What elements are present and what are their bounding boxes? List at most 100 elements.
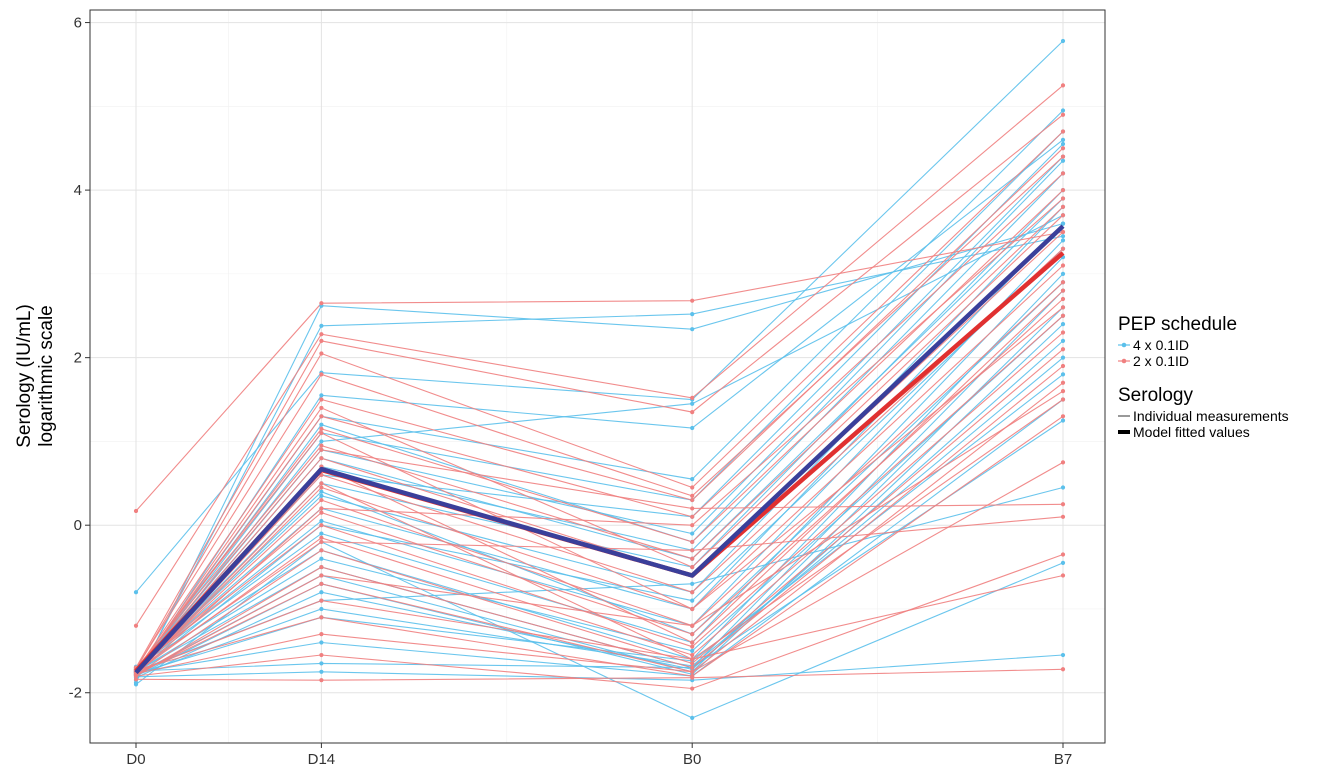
individual-line [135,399,1064,677]
individual-point [1060,288,1066,293]
individual-line [135,189,1064,671]
individual-point [1060,667,1066,672]
individual-line [135,147,1064,672]
individual-point [1060,129,1066,134]
individual-point [319,531,324,536]
y-tick-label: 0 [74,517,82,534]
individual-point [1060,146,1066,151]
individual-point [1060,573,1066,578]
legend-label: 4 x 0.1ID [1133,337,1189,353]
individual-point [1060,652,1066,658]
individual-line [135,281,1064,672]
y-axis-title-line2: logarithmic scale [36,305,57,447]
individual-line [135,516,1064,671]
individual-point [1060,158,1066,163]
individual-point [1060,296,1066,302]
individual-point [1060,363,1066,369]
individual-point [319,338,324,343]
individual-point [1060,460,1066,465]
individual-line [135,382,1064,675]
individual-point [1060,397,1066,402]
individual-point [319,581,324,586]
individual-point [1060,154,1066,159]
individual-point [319,456,324,461]
individual-point [133,682,139,687]
individual-point [1060,330,1066,335]
individual-point [319,615,324,620]
legend-key-point [1121,358,1127,364]
individual-line [135,84,1064,626]
individual-point [319,523,324,528]
individual-point [690,493,695,498]
legend-title: PEP schedule [1118,314,1237,335]
individual-line [135,449,1064,672]
legend-label: Individual measurements [1133,408,1289,424]
individual-series [135,40,1064,719]
individual-point [690,401,695,406]
individual-point [690,531,695,536]
individual-line [135,231,1064,512]
individual-point [690,590,695,595]
individual-point [1060,263,1066,268]
individual-point [690,657,695,662]
y-axis-title: Serology (IU/mL) [14,304,35,448]
individual-line [135,315,1064,669]
individual-point [1060,389,1066,394]
individual-line [135,323,1064,677]
individual-line [135,553,1064,690]
individual-point [319,493,324,498]
individual-point [690,715,695,720]
x-tick-label: B7 [1054,751,1072,768]
individual-point [1060,83,1066,88]
individual-point [690,523,695,528]
legend-title: Serology [1118,385,1193,406]
individual-line [135,482,1064,674]
individual-line [135,131,1064,670]
individual-point [690,395,695,400]
individual-point [690,539,695,545]
individual-point [319,631,324,637]
individual-line [135,390,1064,676]
individual-point [1060,238,1066,243]
individual-line [135,265,1064,675]
individual-point [1060,213,1066,218]
y-tick-label: -2 [69,685,82,702]
individual-point [1060,141,1066,147]
individual-point [690,556,695,561]
individual-point [690,327,695,332]
model-fitted-line [134,224,1065,675]
individual-line [135,332,1064,674]
individual-point [690,652,695,658]
individual-point [319,439,324,444]
individual-point [319,497,324,503]
individual-point [319,548,324,553]
individual-line [135,399,1064,673]
individual-point [690,497,695,503]
y-tick-label: 4 [74,182,82,199]
individual-point [133,590,139,595]
individual-point [1060,485,1066,490]
individual-point [690,506,695,511]
plot-background [90,10,1105,743]
individual-point [690,311,695,317]
individual-line [135,206,1064,669]
individual-point [319,539,324,545]
individual-point [319,397,324,402]
individual-point [319,564,324,570]
individual-point [690,644,695,649]
individual-point [319,430,324,436]
individual-point [319,598,324,603]
individual-point [1060,108,1066,113]
individual-point [319,678,324,683]
individual-point [319,301,324,306]
individual-point [319,405,324,411]
individual-point [690,669,695,674]
individual-point [319,556,324,561]
individual-point [319,535,324,540]
individual-line [135,461,1064,675]
individual-point [1060,514,1066,519]
individual-point [690,648,695,653]
legend-label: 2 x 0.1ID [1133,353,1189,369]
